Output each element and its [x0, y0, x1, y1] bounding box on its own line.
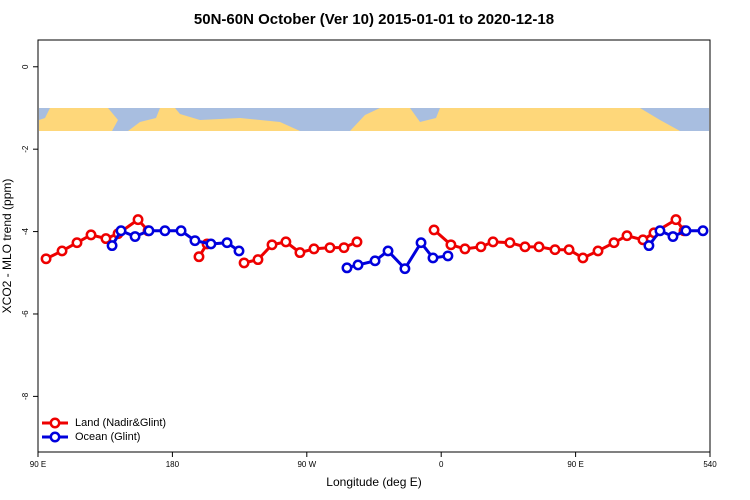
point [519, 241, 531, 253]
legend-marker [49, 417, 61, 429]
point [40, 253, 52, 265]
point [592, 245, 604, 257]
x-tick-label: 540 [703, 460, 717, 469]
point [670, 214, 682, 226]
point [85, 229, 97, 241]
legend: Land (Nadir&Glint) Ocean (Glint) [42, 417, 166, 443]
point [643, 240, 655, 252]
point [115, 225, 127, 237]
x-tick-label: 180 [166, 460, 180, 469]
point [266, 239, 278, 251]
point [351, 236, 363, 248]
map-band [39, 108, 709, 131]
legend-marker [49, 431, 61, 443]
point [549, 244, 561, 256]
point [71, 237, 83, 249]
point [487, 236, 499, 248]
point [132, 214, 144, 226]
point [129, 231, 141, 242]
plot-frame [37, 39, 711, 453]
series-line [45, 217, 686, 265]
point [175, 225, 187, 237]
point [415, 237, 427, 249]
point [504, 237, 516, 249]
y-tick-label: -4 [21, 227, 30, 235]
series-line [110, 228, 703, 272]
point [294, 247, 306, 259]
point [475, 241, 487, 253]
x-tick-label: 90 W [297, 460, 316, 469]
point [221, 237, 233, 249]
point [352, 259, 364, 271]
point [238, 257, 250, 269]
point [324, 242, 336, 254]
point [680, 225, 692, 237]
point [143, 225, 155, 237]
point [189, 235, 201, 247]
point [608, 237, 620, 249]
point [399, 263, 411, 275]
point [159, 225, 171, 237]
point [697, 225, 709, 237]
point [577, 252, 589, 264]
point [369, 255, 381, 267]
point [233, 245, 245, 257]
point [563, 244, 575, 256]
point [654, 225, 666, 237]
point [442, 250, 454, 262]
y-axis-label: XCO2 - MLO trend (ppm) [0, 179, 14, 314]
x-tick-label: 0 [439, 460, 444, 469]
point [428, 224, 440, 236]
point [341, 262, 353, 274]
point [308, 243, 320, 255]
y-tick-label: -6 [21, 310, 30, 318]
x-tick-label: 90 E [30, 460, 46, 469]
point [106, 240, 118, 252]
point [445, 239, 457, 251]
point [193, 251, 205, 263]
y-tick-label: -2 [21, 145, 30, 153]
x-tick-label: 90 E [567, 460, 583, 469]
point [459, 243, 471, 255]
y-tick-label: -8 [21, 392, 30, 400]
legend-label: Ocean (Glint) [75, 431, 140, 443]
point [338, 242, 350, 254]
point [621, 230, 633, 242]
chart-title: 50N-60N October (Ver 10) 2015-01-01 to 2… [194, 11, 554, 28]
x-axis-label: Longitude (deg E) [326, 475, 421, 489]
point [427, 252, 439, 264]
point [56, 245, 68, 257]
point [252, 254, 264, 266]
point [667, 231, 679, 242]
point [280, 236, 292, 248]
point [382, 245, 394, 257]
legend-label: Land (Nadir&Glint) [75, 417, 166, 429]
y-tick-label: 0 [21, 64, 30, 69]
point [100, 233, 112, 245]
point [205, 238, 217, 250]
point [533, 241, 545, 253]
